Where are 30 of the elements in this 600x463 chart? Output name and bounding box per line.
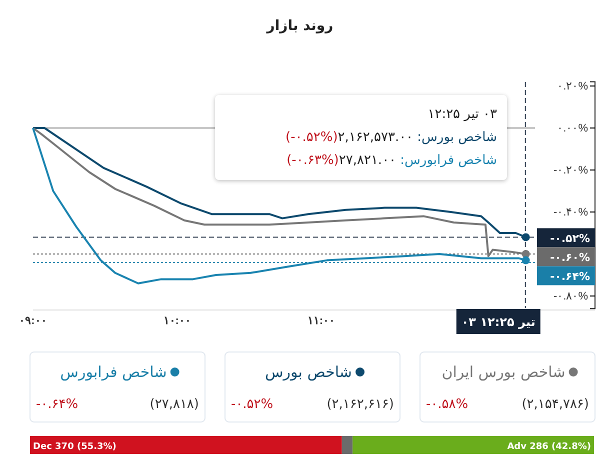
y-tick-label: ۰.۲۰%	[557, 80, 588, 93]
ref-line-label: -۰.۵۲%	[550, 232, 590, 246]
x-tick-label: ۰۹:۰۰	[19, 315, 47, 327]
category-label: شاخص فرابورس	[60, 363, 167, 381]
y-tick-label: ۰.۰۰%	[557, 122, 588, 135]
x-tick-label: ۱۱:۰۰	[307, 315, 336, 327]
data-label: -۰.۵۸%	[426, 397, 468, 412]
point	[522, 233, 530, 242]
y-tick-label: -۰.۴۰%	[554, 206, 588, 219]
category-label: شاخص بورس ایران	[442, 363, 566, 381]
data-label: (۲,۱۵۴,۷۸۶)	[522, 397, 589, 412]
annotation: شاخص فرابورس: ۲۷,۸۲۱.۰۰(-۰.۶۳%)	[286, 153, 497, 168]
ref-line-label: -۰.۶۴%	[550, 270, 590, 284]
y-tick-label: -۰.۸۰%	[554, 290, 588, 303]
annotation: شاخص بورس: ۲,۱۶۲,۵۷۳.۰۰(-۰.۵۲%)	[286, 130, 497, 145]
category-label: شاخص بورس	[264, 363, 352, 381]
tooltip: ۰۳ تیر ۱۲:۲۵ شاخص بورس: ۲,۱۶۲,۵۷۳.۰۰(-۰.۵۲%) شاخص فرابورس: ۲۷,۸۲۱.۰۰(-۰.۶۳%)	[215, 95, 507, 180]
data-label: Dec 370 (55.3%)	[33, 442, 116, 452]
data-label: -۰.۶۴%	[36, 397, 78, 412]
point	[522, 256, 530, 264]
ref-line-label: -۰.۶۰%	[550, 251, 590, 264]
data-label: Adv 286 (42.8%)	[507, 442, 591, 452]
data-label: (۲,۱۶۲,۶۱۶)	[326, 397, 394, 412]
y-tick-label: -۰.۲۰%	[554, 164, 588, 177]
data-label: (۲۷,۸۱۸)	[150, 397, 199, 412]
ref-line-label: ۰۳ تیر ۱۲:۲۵	[461, 315, 536, 329]
x-tick-label: ۱۰:۰۰	[163, 315, 191, 327]
chart-title: روند بازار	[266, 18, 334, 34]
annotation: ۰۳ تیر ۱۲:۲۵	[428, 107, 497, 122]
data-label: -۰.۵۲%	[231, 397, 274, 412]
